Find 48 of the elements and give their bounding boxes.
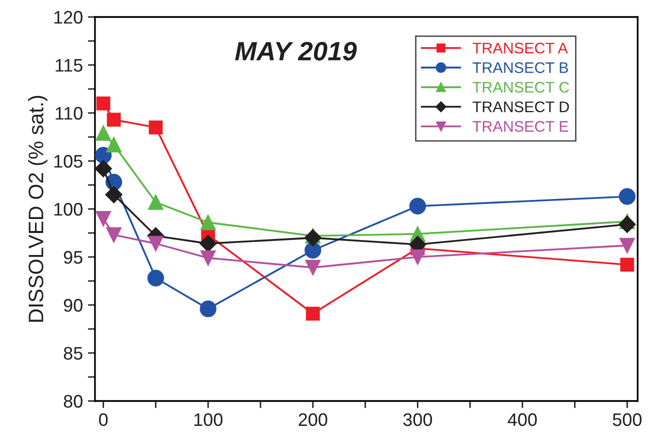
point <box>200 300 216 318</box>
point <box>304 229 322 246</box>
point <box>305 260 321 276</box>
y-tick-label: 90 <box>64 298 82 312</box>
point <box>96 210 111 226</box>
legend-label: TRANSECT C <box>472 82 570 93</box>
y-tick-label: 110 <box>56 106 82 120</box>
point <box>306 306 320 321</box>
point <box>148 120 163 134</box>
y-tick-label: 120 <box>54 10 82 24</box>
x-tick-label: 0 <box>99 413 108 426</box>
legend-label: TRANSECT A <box>472 42 568 54</box>
point <box>304 242 322 259</box>
y-tick-label: 100 <box>54 202 82 216</box>
point <box>106 227 122 243</box>
x-tick-label: 300 <box>403 413 432 426</box>
x-tick-label: 500 <box>612 413 642 426</box>
point <box>105 186 122 204</box>
point <box>618 188 636 205</box>
y-tick-label: 85 <box>64 346 82 360</box>
text: MAY 2019 <box>235 42 357 61</box>
point <box>148 194 164 210</box>
point <box>147 270 164 286</box>
y-tick-label: 95 <box>64 250 82 264</box>
y-tick-label: 105 <box>54 154 82 168</box>
point <box>96 96 110 110</box>
point <box>94 160 112 178</box>
point <box>200 235 217 252</box>
legend-label: TRANSECT B <box>472 62 568 74</box>
y-tick-label: 115 <box>56 59 82 72</box>
point <box>620 258 634 272</box>
point <box>200 214 216 230</box>
point <box>106 112 121 127</box>
point <box>96 126 111 141</box>
x-tick-label: 200 <box>298 413 328 426</box>
y-tick-label: 80 <box>64 394 82 408</box>
point <box>200 250 216 266</box>
y-axis-title: DISSOLVED O2 (% sat.) <box>28 96 48 322</box>
point <box>618 216 636 233</box>
legend-label: TRANSECT E <box>472 121 568 132</box>
point <box>148 236 164 252</box>
point <box>620 238 635 254</box>
point <box>106 137 122 152</box>
x-tick-label: 100 <box>194 413 222 426</box>
legend-label: TRANSECT D <box>472 101 569 112</box>
point <box>409 198 426 214</box>
point <box>410 249 426 265</box>
x-tick-label: 400 <box>508 413 537 426</box>
